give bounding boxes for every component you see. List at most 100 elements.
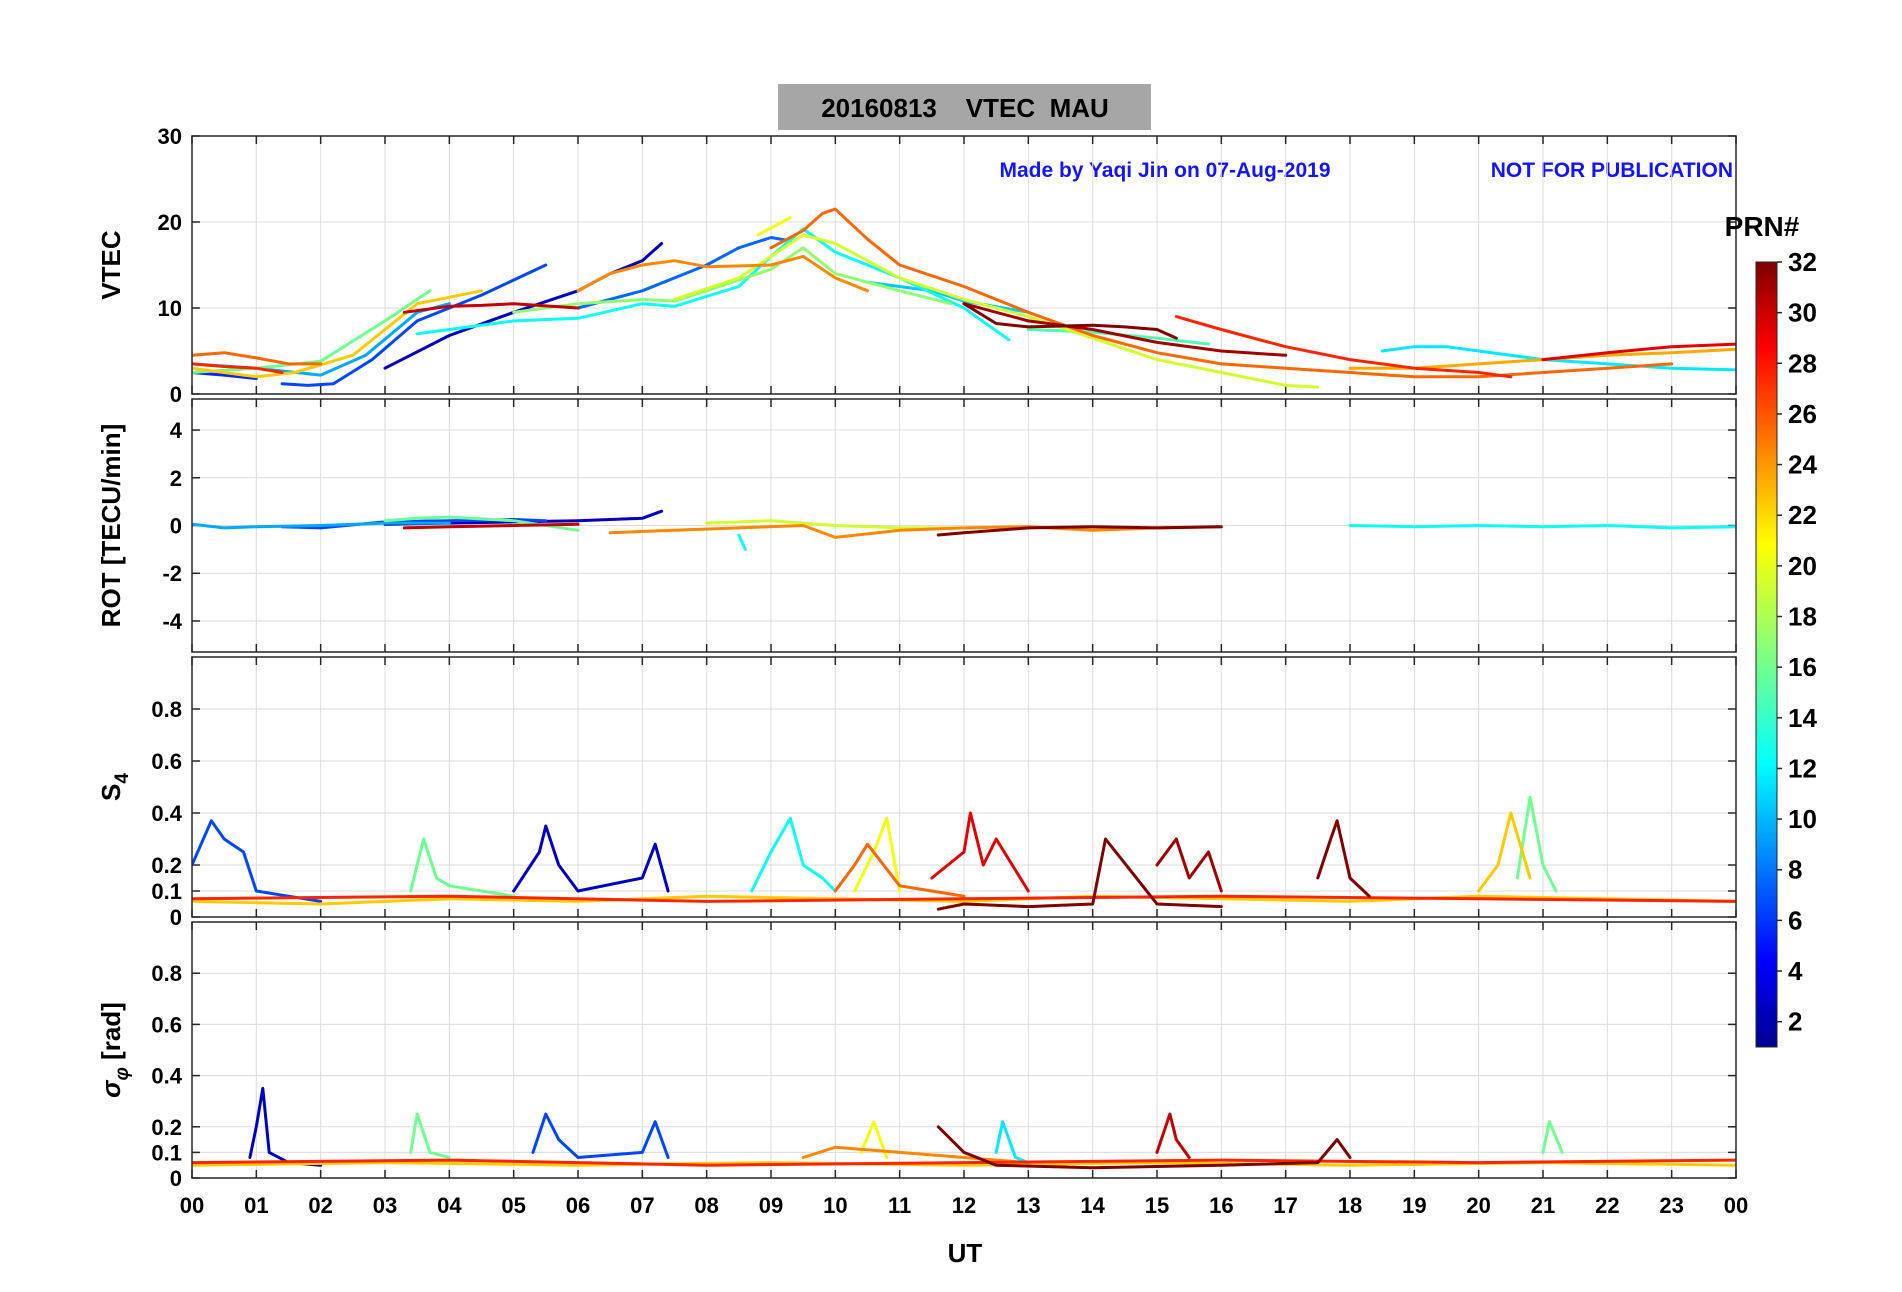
colorbar-title: PRN# [1725, 211, 1800, 242]
series-prn-16 [409, 837, 516, 898]
x-tick-label: 10 [823, 1193, 847, 1218]
series-prn-32 [962, 302, 1178, 340]
y-axis-label-sub: φ [112, 1067, 133, 1080]
series-prn-22 [192, 289, 483, 379]
x-tick-label: 08 [694, 1193, 718, 1218]
y-tick-label: 0.6 [151, 1012, 182, 1037]
y-tick-label: 0.2 [151, 853, 182, 878]
colorbar-tick-label: 2 [1788, 1007, 1802, 1037]
series-prn-27 [192, 894, 1736, 903]
colorbar-tick-label: 8 [1788, 855, 1802, 885]
series-prn-27 [192, 362, 284, 374]
y-axis-label: S4 [96, 773, 133, 801]
colorbar-tick-label: 18 [1788, 602, 1817, 632]
y-tick-label: 20 [158, 210, 182, 235]
x-tick-label: 03 [373, 1193, 397, 1218]
series-prn-31 [962, 302, 1288, 357]
series-group [192, 207, 1736, 389]
x-tick-label: 23 [1659, 1193, 1683, 1218]
x-tick-label: 05 [501, 1193, 525, 1218]
y-axis-label-main: S [96, 784, 126, 801]
x-tick-label: 16 [1209, 1193, 1233, 1218]
y-tick-label: 10 [158, 296, 182, 321]
series-prn-22 [1477, 811, 1532, 893]
x-tick-label: 06 [566, 1193, 590, 1218]
colorbar-tick-label: 20 [1788, 551, 1817, 581]
colorbar-tick-label: 24 [1788, 450, 1817, 480]
x-axis-label: UT [948, 1238, 983, 1268]
y-tick-label: 2 [170, 466, 182, 491]
series-prn-16 [1541, 1120, 1564, 1154]
series-prn-29 [1541, 342, 1736, 362]
series-prn-27 [1174, 315, 1513, 379]
series-prn-12 [1380, 345, 1736, 372]
series-prn-25 [769, 207, 1674, 379]
series-prn-32 [936, 1125, 1352, 1170]
figure-title: 20160813 VTEC MAU [778, 84, 1151, 130]
colorbar-tick-label: 30 [1788, 298, 1817, 328]
y-tick-label: 0.8 [151, 961, 182, 986]
series-prn-30 [1155, 1112, 1191, 1159]
y-axis-label: VTEC [96, 230, 126, 300]
title-background [778, 84, 1151, 130]
publication-note: NOT FOR PUBLICATION [1491, 159, 1733, 182]
series-prn-7 [531, 1112, 670, 1159]
panel-rot: -4 -2 0 2 4 ROT [TECU/min] [96, 398, 1737, 653]
series-prn-31 [1155, 837, 1223, 893]
x-tick-label: 11 [888, 1193, 911, 1218]
colorbar-gradient [1755, 261, 1778, 1048]
colorbar-tick-label: 28 [1788, 348, 1817, 378]
series-prn-29 [930, 811, 1030, 893]
x-tick-label: 19 [1402, 1193, 1426, 1218]
series-prn-32 [1316, 819, 1371, 898]
x-tick-label: 20 [1466, 1193, 1490, 1218]
panel-sigma-phi: 00.10.2 0.4 0.6 0.8 σφ [rad] [96, 921, 1737, 1191]
series-prn-24 [576, 254, 869, 293]
panel-frame [191, 135, 1737, 395]
y-tick-label: 0 [170, 905, 182, 930]
series-prn-10 [192, 521, 451, 530]
series-prn-6 [192, 371, 258, 380]
series-prn-13 [737, 533, 747, 551]
series-prn-27 [192, 1158, 1736, 1167]
y-tick-label: 0.8 [151, 697, 182, 722]
y-axis-label-main: σ [96, 1079, 126, 1098]
panel-frame [191, 921, 1737, 1179]
series-prn-12 [994, 1120, 1030, 1165]
series-prn-17 [512, 246, 953, 314]
y-tick-label: 0.1 [151, 1140, 182, 1165]
x-tick-label: 04 [437, 1193, 462, 1218]
author-note: Made by Yaqi Jin on 07-Aug-2019 [999, 159, 1330, 182]
colorbar-tick-label: 4 [1788, 956, 1803, 986]
y-tick-label: 0.2 [151, 1115, 182, 1140]
series-prn-7 [280, 263, 548, 387]
y-tick-label: 0 [170, 382, 182, 407]
series-prn-13 [750, 816, 837, 893]
colorbar-tick-label: 26 [1788, 399, 1817, 429]
series-prn-3 [512, 824, 670, 893]
series-prn-16 [1515, 795, 1558, 893]
y-tick-label: -4 [162, 609, 182, 634]
series-prn-32 [936, 525, 1223, 537]
y-tick-label: -2 [162, 561, 182, 586]
x-tick-label: 14 [1080, 1193, 1105, 1218]
panel-s4: 00.10.2 0.4 0.6 0.8 S4 [96, 656, 1737, 930]
series-prn-19 [705, 519, 966, 530]
series-prn-20 [756, 216, 792, 237]
series-prn-24 [608, 524, 1223, 539]
y-tick-label: 0.1 [151, 879, 182, 904]
series-prn-30 [402, 302, 580, 314]
series-prn-7 [280, 518, 548, 530]
y-tick-label: 30 [158, 124, 182, 149]
colorbar-tick-label: 32 [1788, 247, 1817, 277]
series-prn-20 [853, 816, 902, 893]
x-tick-label: 17 [1273, 1193, 1297, 1218]
panel-vtec: 0 10 20 30 VTEC [96, 124, 1737, 407]
x-tick-label: 01 [244, 1193, 268, 1218]
series-prn-20 [859, 1120, 889, 1159]
series-prn-24 [801, 1145, 1030, 1165]
series-prn-30 [402, 522, 580, 530]
